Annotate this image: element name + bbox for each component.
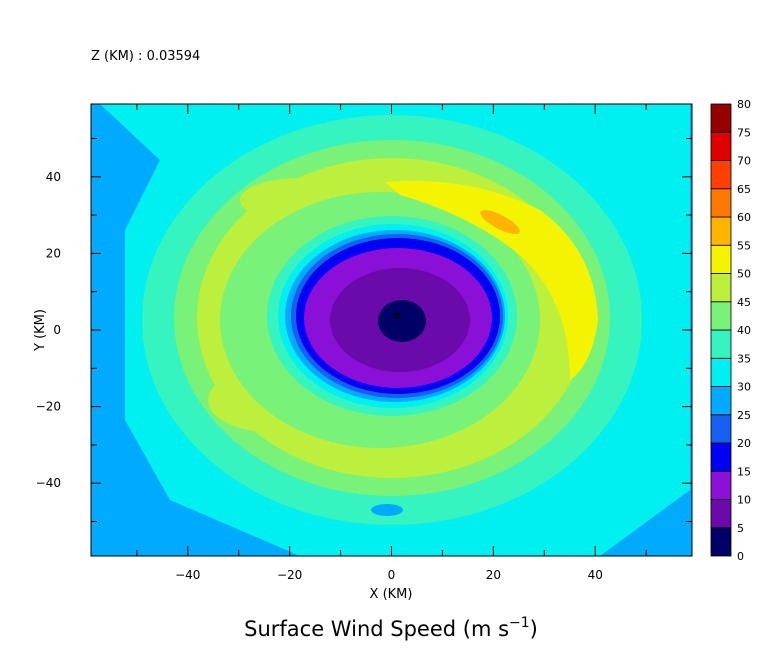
colorbar-swatch xyxy=(710,329,732,359)
colorbar-label: 45 xyxy=(737,296,751,309)
y-axis-label: Y (KM) xyxy=(33,309,48,352)
colorbar-label: 15 xyxy=(737,465,751,478)
colorbar-label: 50 xyxy=(737,268,751,281)
x-tick-label: −40 xyxy=(175,568,200,582)
contour-band-25-spot xyxy=(371,504,403,516)
x-tick-label: 40 xyxy=(588,568,603,582)
colorbar-swatch xyxy=(710,188,732,218)
y-tick-label: −20 xyxy=(36,400,61,414)
colorbar-swatch xyxy=(710,216,732,246)
x-tick-label: 0 xyxy=(388,568,396,582)
colorbar: 0 5 10 15 20 25 30 35 40 45 50 55 60 65 70 75 80 xyxy=(710,98,751,563)
colorbar-swatch xyxy=(710,357,732,387)
contour-band-0 xyxy=(378,300,426,342)
colorbar-swatch xyxy=(710,499,732,529)
colorbar-swatch xyxy=(710,442,732,472)
colorbar-label: 40 xyxy=(737,324,751,337)
level-label: Z (KM) : 0.03594 xyxy=(91,49,200,64)
x-tick-label: 20 xyxy=(486,568,501,582)
colorbar-swatch xyxy=(710,273,732,303)
colorbar-swatch xyxy=(710,386,732,416)
colorbar-swatch xyxy=(710,131,732,161)
colorbar-label: 0 xyxy=(737,550,744,563)
storm-center-marker: * xyxy=(392,309,401,330)
colorbar-label: 35 xyxy=(737,352,751,365)
colorbar-label: 65 xyxy=(737,183,751,196)
colorbar-swatch xyxy=(710,103,732,133)
colorbar-swatch xyxy=(710,470,732,500)
contour-band-55 xyxy=(480,209,520,235)
chart-title: Surface Wind Speed (m s−1) xyxy=(244,615,538,641)
contour-band-50-ne xyxy=(385,180,598,380)
colorbar-swatch xyxy=(710,527,732,557)
x-axis-label: X (KM) xyxy=(370,587,413,602)
x-axis: −40 −20 0 20 40 xyxy=(136,104,647,582)
colorbar-label: 10 xyxy=(737,494,751,507)
x-tick-label: −20 xyxy=(277,568,302,582)
colorbar-label: 20 xyxy=(737,437,751,450)
colorbar-swatch xyxy=(710,301,732,331)
contour-field: * xyxy=(91,104,692,556)
y-tick-label: 40 xyxy=(46,170,61,184)
colorbar-swatch xyxy=(710,244,732,274)
colorbar-label: 75 xyxy=(737,126,751,139)
colorbar-label: 30 xyxy=(737,381,751,394)
colorbar-label: 5 xyxy=(737,522,744,535)
y-axis: −40 −20 0 20 40 xyxy=(36,137,692,523)
y-tick-label: 0 xyxy=(53,323,61,337)
colorbar-label: 25 xyxy=(737,409,751,422)
colorbar-label: 80 xyxy=(737,98,751,111)
colorbar-swatch xyxy=(710,414,732,444)
colorbar-label: 70 xyxy=(737,155,751,168)
y-tick-label: −40 xyxy=(36,476,61,490)
colorbar-label: 60 xyxy=(737,211,751,224)
colorbar-swatch xyxy=(710,160,732,190)
colorbar-label: 55 xyxy=(737,239,751,252)
y-tick-label: 20 xyxy=(46,246,61,260)
